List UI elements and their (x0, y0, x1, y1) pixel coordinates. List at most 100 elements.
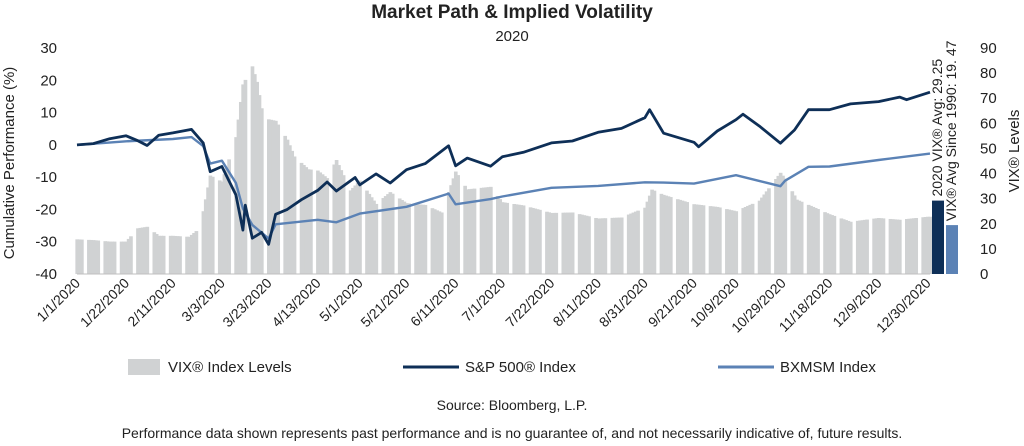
y-right-tick-label: 40 (980, 166, 997, 183)
vix-bar (760, 197, 764, 274)
vix-bar (668, 197, 673, 274)
vix-bar (446, 192, 451, 274)
vix-bar (841, 219, 846, 274)
x-tick-label: 3/23/2020 (219, 275, 275, 331)
x-tick-label: 7/22/2020 (502, 275, 558, 331)
vix-bar (351, 187, 355, 274)
vix-bar (909, 218, 914, 274)
y-right-tick-label: 50 (980, 140, 997, 157)
vix-bar (77, 239, 82, 274)
vix-bar (839, 218, 844, 274)
chart-title: Market Path & Implied Volatility (371, 2, 653, 23)
average-bar (946, 225, 958, 274)
vix-bar (547, 212, 552, 274)
vix-bar (914, 218, 919, 274)
y-left-tick-label: -10 (35, 169, 57, 186)
vix-bar (316, 170, 320, 274)
vix-bar (337, 165, 341, 274)
vix-bar (594, 217, 598, 274)
vix-bar (241, 84, 245, 274)
vix-bar (348, 190, 353, 274)
vix-bar (645, 201, 650, 274)
vix-bar (220, 181, 224, 274)
vix-bar (332, 164, 337, 274)
vix-bar (309, 169, 313, 274)
vix-bar (926, 216, 930, 274)
vix-bar (388, 192, 393, 274)
y-right-tick-label: 90 (980, 40, 997, 57)
disclaimer: Performance data shown represents past p… (121, 425, 903, 441)
vix-bar (535, 209, 540, 274)
vix-bar (484, 187, 488, 274)
vix-bar (879, 218, 883, 274)
vix-bar (369, 197, 374, 274)
vix-bar (538, 209, 542, 274)
vix-bar (521, 205, 526, 274)
vix-bar (631, 212, 636, 274)
vix-bar (701, 205, 706, 274)
vix-bar (636, 210, 640, 274)
vix-bar (727, 209, 732, 274)
vix-bar (799, 201, 804, 274)
vix-bar (825, 213, 830, 274)
vix-bar (206, 187, 210, 274)
vix-bar (633, 211, 638, 274)
vix-bar (694, 204, 699, 274)
vix-bar (596, 218, 601, 274)
vix-bar (94, 240, 98, 274)
vix-bar (208, 175, 213, 274)
vix-bar (809, 205, 813, 274)
vix-bar (168, 235, 173, 274)
vix-bar (365, 190, 369, 274)
vix-bar (619, 217, 624, 274)
vix-bar (792, 195, 797, 274)
vix-bar (708, 206, 713, 274)
vix-bar (390, 193, 395, 274)
vix-bar (629, 213, 633, 274)
vix-bar (152, 232, 157, 274)
vix-bar (194, 231, 199, 274)
vix-bar (872, 218, 876, 274)
vix-bar (292, 156, 297, 274)
vix-bar (647, 195, 652, 274)
vix-bar (928, 216, 933, 274)
vix-bar (451, 178, 456, 274)
vix-bar (713, 206, 718, 274)
vix-bar (75, 239, 80, 274)
vix-bar (178, 236, 182, 274)
vix-bar (778, 172, 783, 274)
y-left-tick-label: 0 (49, 137, 57, 154)
vix-bar (895, 219, 900, 274)
vix-bar (402, 201, 407, 274)
vix-bar (416, 204, 421, 274)
vix-bar (192, 232, 196, 274)
vix-bar (108, 241, 112, 274)
vix-bar (643, 207, 647, 274)
vix-bar (806, 204, 811, 274)
vix-bar (201, 211, 206, 274)
vix-bar (325, 178, 330, 274)
x-tick-label: 8/31/2020 (596, 275, 652, 331)
vix-bar (222, 174, 227, 274)
y-left-tick-label: -30 (35, 234, 57, 251)
vix-bar (519, 205, 524, 274)
vix-bar (830, 215, 834, 274)
vix-bar (437, 211, 442, 274)
vix-bar (456, 175, 460, 274)
vix-bar (832, 215, 837, 274)
vix-bar (615, 217, 619, 274)
vix-bar (855, 220, 860, 274)
vix-bar (250, 66, 255, 274)
vix-bar (267, 119, 271, 274)
vix-bar (860, 220, 865, 274)
vix-bar (498, 199, 503, 274)
vix-bar (96, 240, 101, 274)
vix-bar (103, 241, 108, 274)
vix-bar (129, 236, 133, 274)
vix-bar (175, 236, 180, 274)
vix-bar (224, 166, 229, 274)
vix-bar (734, 211, 739, 274)
vix-bar (697, 204, 701, 274)
vix-bar (748, 204, 753, 274)
